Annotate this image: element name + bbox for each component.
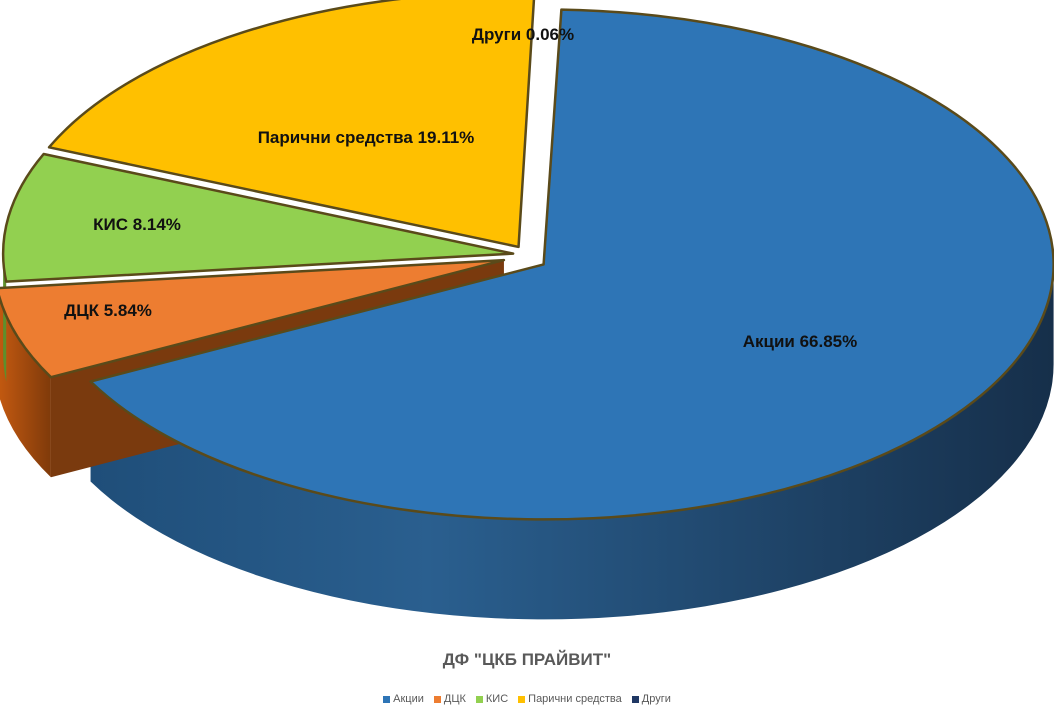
slice-kis [1, 152, 515, 283]
data-label-parichni: Парични средства 19.11% [258, 128, 475, 147]
legend-swatch [383, 695, 391, 703]
legend-item-kis: КИС [475, 693, 509, 705]
legend-item-parichni: Парични средства [518, 693, 622, 705]
legend-item-dck: ДЦК [433, 693, 466, 705]
legend-label: Парични средства [528, 693, 622, 705]
legend-label: Акции [393, 693, 424, 705]
data-label-dck: ДЦК 5.84% [64, 301, 152, 320]
data-label-akcii: Акции 66.85% [743, 332, 858, 351]
legend-label: ДЦК [443, 693, 466, 705]
slice-dck-side [0, 299, 51, 478]
data-label-drugi: Други 0.06% [472, 25, 574, 44]
data-label-kis: КИС 8.14% [93, 215, 181, 234]
legend-label: Други [641, 693, 671, 705]
chart-title: ДФ "ЦКБ ПРАЙВИТ" [442, 650, 612, 669]
legend-swatch [518, 695, 526, 703]
slice-dck [0, 258, 506, 379]
legend-item-akcii: Акции [383, 693, 424, 705]
slice-kis-side [3, 253, 7, 382]
slice-drugi [524, 0, 544, 245]
legend-swatch [433, 695, 441, 703]
slice-parichni [47, 0, 536, 249]
legend-label: КИС [485, 693, 509, 705]
legend-item-drugi: Други [631, 693, 671, 705]
slice-akcii [89, 8, 1054, 521]
legend: Акции ДЦК КИС Парични средства Други [0, 693, 1054, 705]
slice-akcii-side [90, 264, 1054, 620]
legend-swatch [475, 695, 483, 703]
legend-swatch [631, 695, 639, 703]
